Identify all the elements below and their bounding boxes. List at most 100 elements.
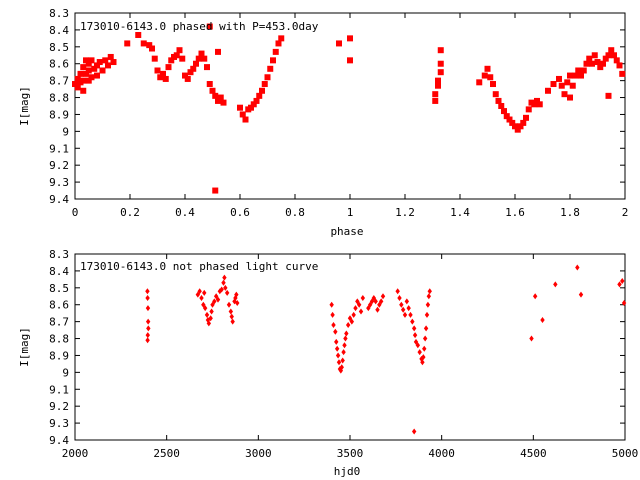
data-point xyxy=(162,75,169,82)
data-point xyxy=(85,67,92,74)
data-point xyxy=(221,279,226,286)
data-point xyxy=(330,311,335,318)
data-point xyxy=(209,308,214,315)
data-point xyxy=(204,311,210,318)
data-point xyxy=(423,325,429,332)
data-point xyxy=(267,65,274,72)
data-point xyxy=(411,428,417,435)
data-point xyxy=(105,62,111,69)
data-point xyxy=(209,87,216,94)
data-point xyxy=(404,298,410,305)
data-point xyxy=(536,101,543,108)
data-point xyxy=(202,289,207,296)
data-point xyxy=(219,286,224,293)
x-tick-label: 4000 xyxy=(428,447,455,460)
data-point xyxy=(80,77,87,84)
data-point xyxy=(184,75,191,82)
data-point xyxy=(356,301,362,308)
data-point xyxy=(529,335,534,342)
data-point xyxy=(85,60,92,67)
data-point xyxy=(195,55,202,62)
y-tick-label: 9.4 xyxy=(49,193,69,206)
data-point xyxy=(406,305,411,312)
data-point xyxy=(74,84,81,91)
data-point xyxy=(417,349,422,356)
data-point xyxy=(199,294,204,301)
data-point xyxy=(145,288,150,295)
data-point xyxy=(198,50,205,57)
data-point xyxy=(336,359,342,366)
data-point xyxy=(534,97,540,104)
data-point xyxy=(168,57,175,64)
data-point xyxy=(514,126,521,133)
data-point xyxy=(410,318,415,325)
data-point xyxy=(215,296,221,303)
data-point xyxy=(204,64,210,71)
data-point xyxy=(235,300,240,307)
data-point xyxy=(602,55,609,62)
data-point xyxy=(341,349,346,356)
data-point xyxy=(187,69,194,76)
data-point xyxy=(173,52,180,59)
y-tick-label: 8.5 xyxy=(49,282,69,295)
data-point xyxy=(580,67,587,74)
y-tick-label: 9.4 xyxy=(49,434,69,447)
data-point xyxy=(422,345,427,352)
data-point xyxy=(107,53,114,60)
y-tick-label: 9.2 xyxy=(49,400,69,413)
y-tick-label: 9.1 xyxy=(49,383,69,396)
data-point xyxy=(223,284,228,291)
data-point xyxy=(124,40,131,47)
data-point xyxy=(345,322,351,329)
data-point xyxy=(230,318,235,325)
data-point xyxy=(74,75,81,82)
data-point xyxy=(239,111,246,118)
data-point xyxy=(110,59,117,66)
data-point xyxy=(272,48,279,55)
data-point xyxy=(339,364,344,371)
data-point xyxy=(575,264,580,271)
data-point xyxy=(212,92,219,99)
y-tick-label: 9 xyxy=(62,366,69,379)
data-point xyxy=(343,335,348,342)
data-point xyxy=(594,59,601,66)
y-tick-label: 8.6 xyxy=(49,58,69,71)
data-point xyxy=(619,70,626,77)
data-point xyxy=(501,108,507,115)
data-point xyxy=(145,337,150,344)
x-tick-label: 3500 xyxy=(337,447,364,460)
data-point xyxy=(495,97,502,104)
data-point xyxy=(360,294,366,301)
data-point xyxy=(621,300,627,307)
data-point xyxy=(145,305,151,312)
data-point xyxy=(94,72,100,79)
data-point xyxy=(94,62,100,69)
data-point xyxy=(224,289,230,296)
y-tick-label: 9 xyxy=(62,125,69,138)
data-point xyxy=(215,48,221,55)
data-point xyxy=(165,64,172,71)
data-point xyxy=(597,64,604,71)
data-point xyxy=(222,274,227,281)
data-point xyxy=(586,55,593,62)
data-point xyxy=(422,335,428,342)
data-point xyxy=(545,87,551,94)
data-point xyxy=(347,57,353,64)
data-point xyxy=(435,77,441,84)
data-point xyxy=(605,52,612,59)
data-point xyxy=(424,311,430,318)
data-point xyxy=(248,104,254,111)
data-point xyxy=(395,288,400,295)
data-point xyxy=(613,57,620,64)
data-point xyxy=(149,45,155,52)
data-point xyxy=(336,40,342,47)
x-tick-label: 0.2 xyxy=(120,206,140,219)
data-point xyxy=(432,91,439,98)
x-tick-label: 1.4 xyxy=(450,206,470,219)
data-point xyxy=(176,47,183,54)
data-point xyxy=(217,94,224,101)
data-point xyxy=(140,40,147,47)
data-point xyxy=(608,47,615,54)
data-point xyxy=(333,328,338,335)
